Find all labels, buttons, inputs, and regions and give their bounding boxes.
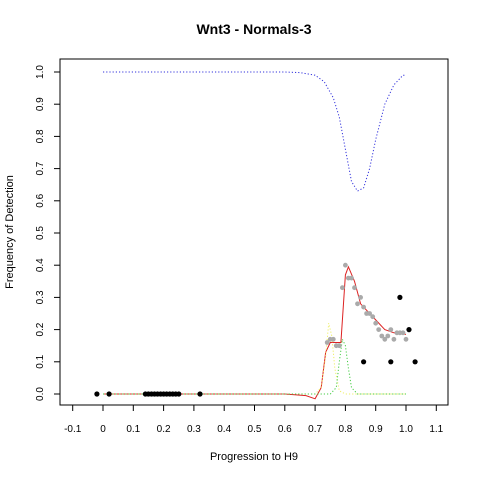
x-tick-label: 0.6 [278, 424, 292, 435]
x-tick-label: 0.2 [157, 424, 171, 435]
data-point [397, 294, 403, 300]
y-tick-label: 0.5 [35, 226, 46, 240]
y-tick-label: 0.1 [35, 354, 46, 368]
x-tick-label: 0.1 [126, 424, 140, 435]
data-point [373, 320, 379, 326]
y-tick-label: 1.0 [35, 65, 46, 79]
data-point [367, 311, 372, 316]
plot-area [94, 71, 418, 400]
data-point [412, 359, 418, 365]
data-point [176, 391, 182, 397]
series-line-5 [103, 337, 406, 395]
x-tick-label: 0.5 [248, 424, 262, 435]
series-line-3 [103, 71, 406, 192]
y-axis-label: Frequency of Detection [4, 175, 16, 289]
y-tick-label: 0.7 [35, 161, 46, 175]
data-point [361, 304, 366, 310]
data-point [349, 275, 354, 281]
data-point [340, 285, 345, 291]
y-tick-label: 0.0 [35, 387, 46, 401]
data-point [379, 333, 385, 339]
data-point [370, 314, 376, 320]
y-tick-label: 0.9 [35, 97, 46, 111]
x-tick-label: 0.3 [187, 424, 201, 435]
x-tick-label: 0.4 [217, 424, 231, 435]
x-axis-label: Progression to H9 [210, 451, 298, 463]
data-point [391, 336, 397, 342]
data-point [94, 391, 100, 397]
data-point [400, 330, 406, 336]
x-tick-label: -0.1 [64, 424, 82, 435]
y-tick-label: 0.8 [35, 129, 46, 143]
x-tick-label: 1.0 [399, 424, 413, 435]
y-tick-label: 0.6 [35, 193, 46, 207]
y-tick-label: 0.4 [35, 258, 46, 272]
x-tick-label: 0 [100, 424, 106, 435]
x-tick-label: 0.8 [338, 424, 352, 435]
series-line-4 [103, 323, 406, 395]
x-tick-label: 1.1 [429, 424, 443, 435]
x-tick-label: 0.9 [369, 424, 383, 435]
data-point [355, 301, 360, 307]
data-point [385, 333, 391, 339]
data-point [406, 327, 412, 333]
data-point [336, 343, 342, 349]
data-point [106, 391, 112, 397]
y-tick-label: 0.2 [35, 322, 46, 336]
chart-title: Wnt3 - Normals-3 [196, 21, 311, 37]
data-point [388, 327, 394, 332]
data-point [382, 336, 388, 342]
data-point [388, 359, 394, 365]
data-point [324, 340, 330, 345]
data-point [376, 327, 382, 332]
data-point [352, 285, 357, 291]
axes: -0.1 0 0.1 0.2 0.3 0.4 0.5 0.6 0.7 0.8 0.9 1.0 1.1 0.… [35, 65, 444, 435]
x-tick-label: 0.7 [308, 424, 322, 435]
data-point [403, 336, 409, 342]
data-point [361, 359, 367, 365]
y-tick-label: 0.3 [35, 290, 46, 304]
data-point [358, 295, 363, 300]
data-point [343, 262, 348, 268]
data-point [197, 391, 203, 397]
data-point [330, 336, 336, 342]
